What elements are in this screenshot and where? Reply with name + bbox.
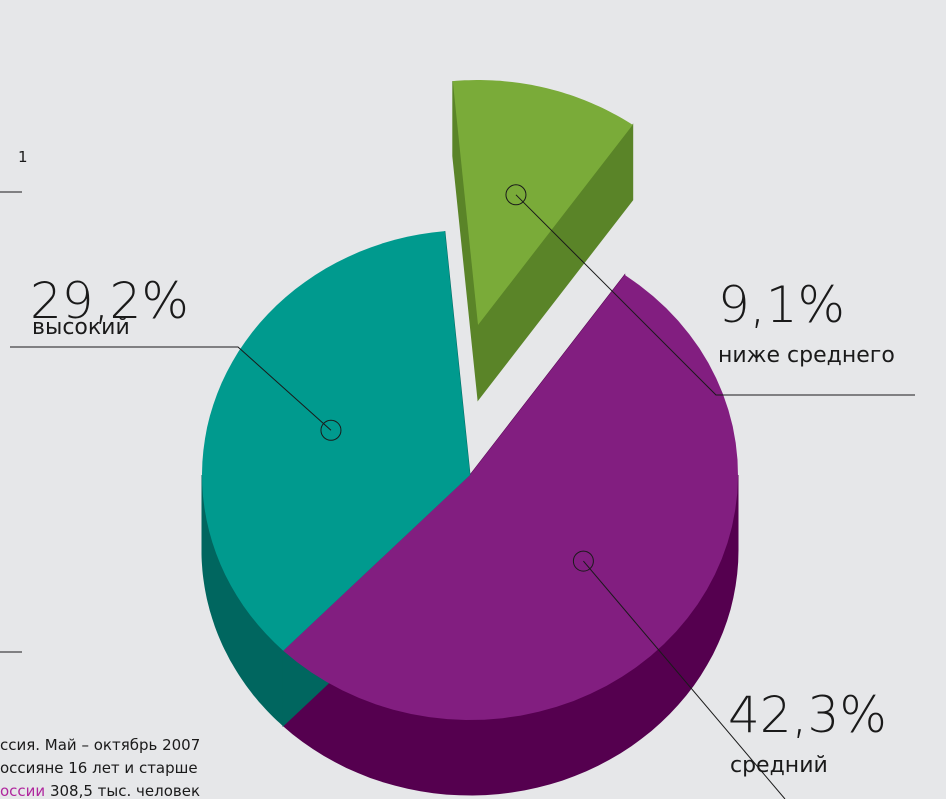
slice	[452, 80, 633, 325]
slice-group	[202, 231, 470, 651]
value-label: 29,2%	[30, 272, 189, 330]
value-label: 42,3%	[728, 686, 887, 744]
note-text: 308,5 тыс. человек	[50, 782, 200, 799]
slice	[202, 231, 470, 651]
slice-group	[452, 80, 633, 325]
slice-wall	[201, 475, 284, 727]
marker	[572, 550, 594, 572]
note-line: ссия. Май – октябрь 2007	[0, 736, 200, 754]
category-label: средний	[730, 753, 828, 778]
marker	[320, 419, 342, 441]
value-label: 9,1%	[718, 276, 845, 334]
leader-line	[583, 560, 786, 799]
fragment-text: 1	[18, 148, 28, 166]
note-highlight: оссии	[0, 782, 45, 799]
marker	[505, 184, 527, 206]
note-line: оссияне 16 лет и старше	[0, 759, 198, 777]
slice-edge	[477, 123, 634, 402]
leader-line	[515, 194, 915, 396]
category-label: высокий	[32, 315, 130, 340]
leader-line	[10, 346, 332, 431]
note-line: оссии 308,5 тыс. человек	[0, 782, 200, 799]
category-label: ниже среднего	[718, 343, 895, 368]
